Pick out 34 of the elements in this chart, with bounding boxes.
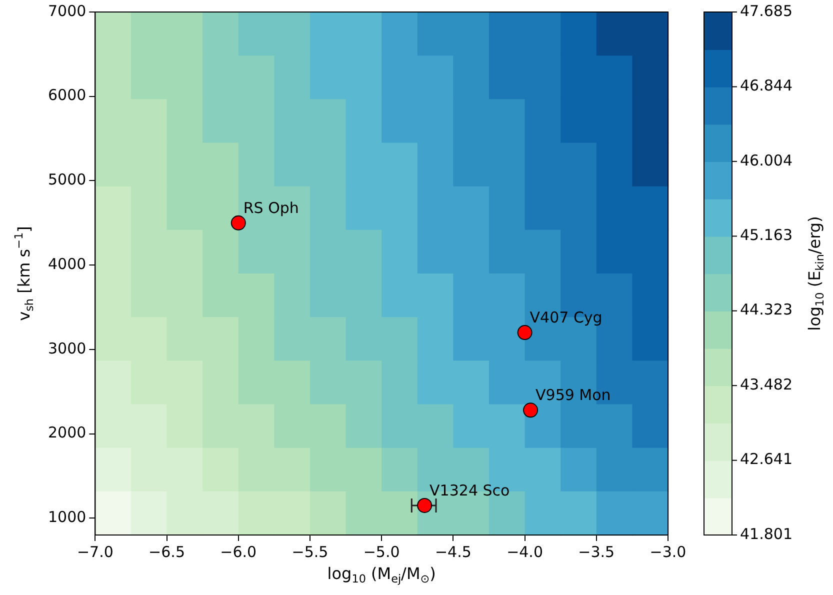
point <box>417 498 432 513</box>
x-tick-label: −4.5 <box>434 542 472 561</box>
annotation: RS Oph <box>243 198 299 217</box>
x-tick-label: −3.0 <box>650 542 686 561</box>
color-bar-label: 41.801 <box>740 524 792 543</box>
annotation: V407 Cyg <box>530 308 602 327</box>
y-tick-label: 3000 <box>48 339 86 358</box>
color-bar-label: 42.641 <box>740 450 792 468</box>
x-tick-label: −4.0 <box>506 542 544 561</box>
x-tick-label: −5.0 <box>363 542 400 561</box>
y-tick-label: 6000 <box>48 86 86 104</box>
point <box>523 402 538 418</box>
y-tick-label: 5000 <box>48 170 86 189</box>
color-bar-title: log10 (Ekin/erg) <box>805 216 827 331</box>
y-tick-label: 1000 <box>48 508 86 526</box>
color-bar-label: 43.482 <box>740 375 792 394</box>
x-tick-label: −5.5 <box>292 542 328 561</box>
color-bar-label: 45.163 <box>740 226 792 244</box>
color-bar-label: 46.844 <box>740 76 792 95</box>
x-tick-label: −6.5 <box>148 542 185 561</box>
point <box>517 325 532 340</box>
x-tick-label: −3.5 <box>578 542 615 561</box>
x-tick-label: −6.0 <box>220 542 257 561</box>
point <box>230 215 246 230</box>
color-bar-label: 46.004 <box>740 151 792 170</box>
y-tick-label: 2000 <box>48 424 86 442</box>
color-bar-label: 44.323 <box>740 300 792 319</box>
color-bar-label: 47.685 <box>740 2 792 20</box>
annotation: V1324 Sco <box>430 481 510 500</box>
y-tick-label: 4000 <box>48 254 86 273</box>
x-tick-label: −7.0 <box>76 542 114 561</box>
y-tick-label: 7000 <box>48 2 86 20</box>
y-axis-title: vsh [km s−1] <box>12 226 36 321</box>
annotation: V959 Mon <box>536 386 611 404</box>
